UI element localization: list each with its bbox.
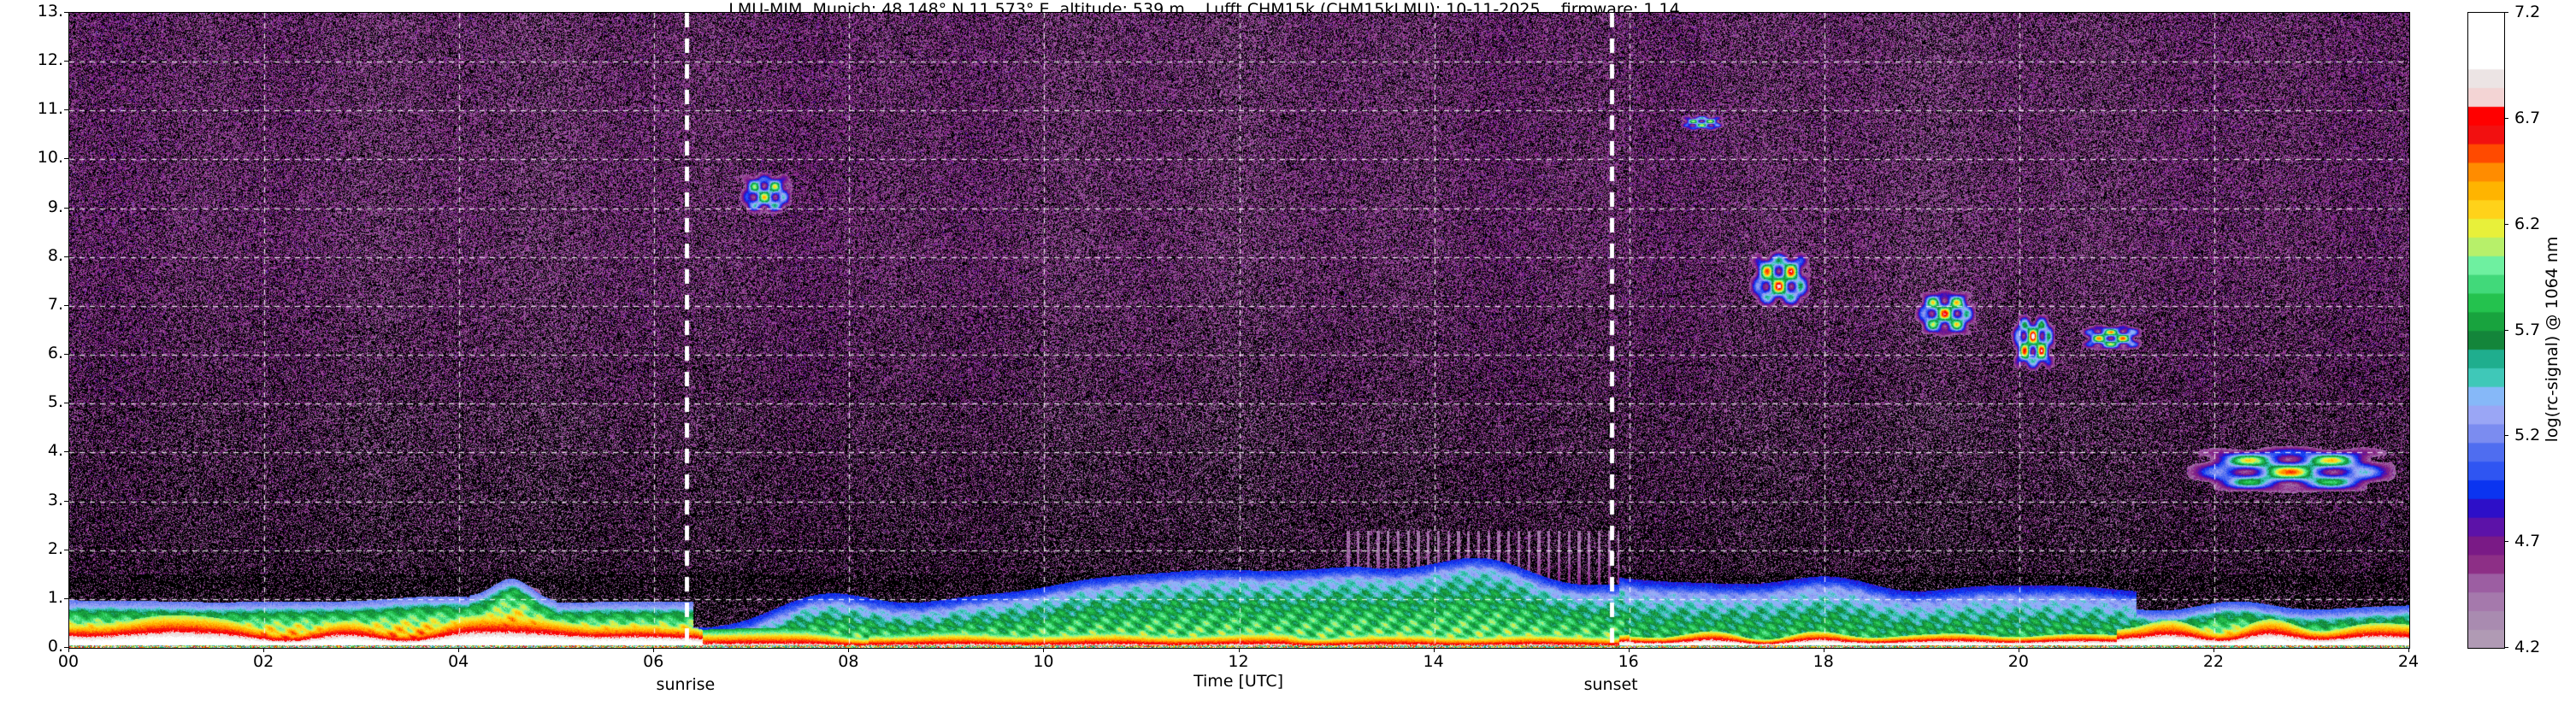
colorbar-tick-mark xyxy=(2504,435,2508,436)
y-tick-mark xyxy=(64,647,68,648)
colorbar xyxy=(2467,12,2505,649)
sunrise-label: sunrise xyxy=(656,675,716,694)
x-tick-mark xyxy=(653,648,654,652)
y-tick-label: 11. xyxy=(37,99,63,119)
x-tick-label: 02 xyxy=(252,652,274,671)
x-tick-label: 18 xyxy=(1813,652,1834,671)
colorbar-tick-mark xyxy=(2504,12,2508,13)
colorbar-tick-mark xyxy=(2504,224,2508,225)
x-tick-label: 00 xyxy=(57,652,80,671)
y-tick-mark xyxy=(64,598,68,599)
x-tick-mark xyxy=(263,648,264,652)
y-tick-label: 13. xyxy=(37,2,63,21)
colorbar-tick-label: 5.2 xyxy=(2514,426,2541,445)
x-tick-label: 22 xyxy=(2202,652,2224,671)
x-tick-mark xyxy=(848,648,849,652)
y-tick-mark xyxy=(64,501,68,502)
y-tick-label: 6. xyxy=(47,344,63,363)
colorbar-label: log(rc-signal) @ 1064 nm xyxy=(2543,236,2561,443)
colorbar-tick-label: 4.2 xyxy=(2514,638,2541,656)
y-tick-label: 9. xyxy=(47,197,63,216)
backscatter-heatmap xyxy=(69,13,2409,648)
colorbar-tick-mark xyxy=(2504,541,2508,542)
y-tick-label: 2. xyxy=(47,538,63,558)
colorbar-tick-mark xyxy=(2504,330,2508,331)
y-tick-label: 12. xyxy=(37,50,63,70)
x-tick-label: 08 xyxy=(838,652,859,671)
colorbar-tick-label: 4.7 xyxy=(2514,532,2541,551)
y-tick-label: 1. xyxy=(47,587,63,607)
x-tick-mark xyxy=(2408,648,2409,652)
x-tick-label: 24 xyxy=(2397,652,2420,671)
x-tick-mark xyxy=(1629,648,1630,652)
x-tick-mark xyxy=(2213,648,2214,652)
colorbar-tick-label: 7.2 xyxy=(2514,3,2541,21)
y-tick-mark xyxy=(64,354,68,355)
x-tick-label: 10 xyxy=(1033,652,1054,671)
x-tick-mark xyxy=(1434,648,1435,652)
y-tick-label: 5. xyxy=(47,392,63,412)
y-tick-mark xyxy=(64,158,68,159)
colorbar-tick-label: 5.7 xyxy=(2514,320,2541,339)
y-tick-mark xyxy=(64,451,68,452)
y-tick-mark xyxy=(64,109,68,110)
x-tick-label: 06 xyxy=(643,652,664,671)
x-tick-mark xyxy=(68,648,69,652)
y-tick-label: 8. xyxy=(47,245,63,265)
sunset-label: sunset xyxy=(1583,675,1638,694)
colorbar-tick-mark xyxy=(2504,118,2508,119)
x-tick-label: 12 xyxy=(1228,652,1249,671)
x-tick-label: 16 xyxy=(1618,652,1639,671)
colorbar-gradient xyxy=(2468,13,2504,648)
y-tick-label: 7. xyxy=(47,294,63,314)
x-tick-label: 14 xyxy=(1423,652,1444,671)
y-tick-mark xyxy=(64,61,68,62)
x-tick-label: 04 xyxy=(448,652,469,671)
y-tick-label: 0. xyxy=(47,637,63,656)
x-tick-label: 20 xyxy=(2007,652,2029,671)
y-tick-mark xyxy=(64,256,68,257)
y-tick-label: 10. xyxy=(37,148,63,168)
colorbar-tick-label: 6.2 xyxy=(2514,214,2541,233)
colorbar-tick-mark xyxy=(2504,647,2508,648)
x-tick-mark xyxy=(458,648,459,652)
y-tick-label: 4. xyxy=(47,441,63,461)
x-tick-mark xyxy=(1043,648,1044,652)
plot-area[interactable] xyxy=(68,12,2410,649)
y-tick-mark xyxy=(64,208,68,209)
x-axis-label: Time [UTC] xyxy=(1193,672,1284,691)
x-tick-mark xyxy=(1239,648,1240,652)
y-tick-label: 3. xyxy=(47,490,63,509)
colorbar-tick-label: 6.7 xyxy=(2514,108,2541,127)
y-tick-mark xyxy=(64,305,68,306)
y-tick-mark xyxy=(64,12,68,13)
